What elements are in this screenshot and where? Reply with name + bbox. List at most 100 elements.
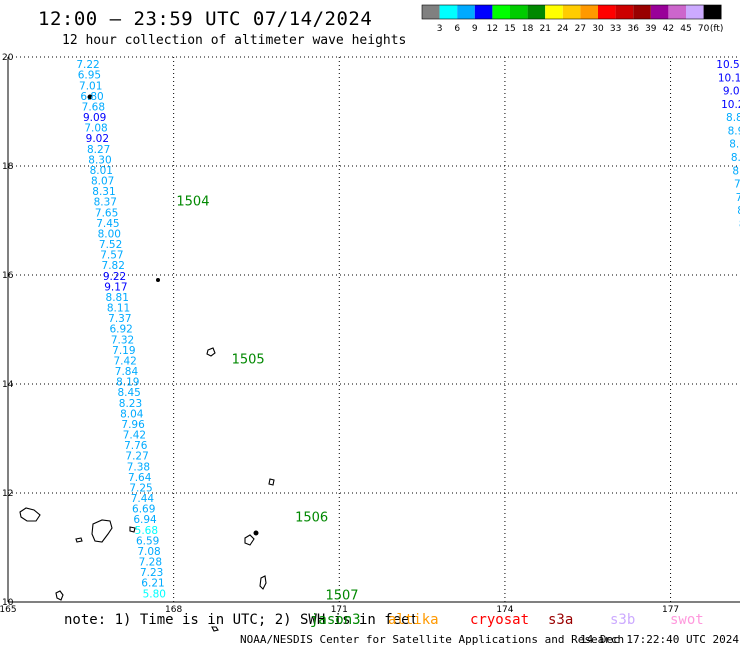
wave-height-label: 8.23 (119, 398, 142, 410)
wave-height-label: 8.07 (91, 176, 114, 188)
legend-unit: (ft) (710, 24, 724, 34)
wave-height-label: 9.02 (86, 133, 109, 145)
legend-swatch (650, 5, 669, 19)
wave-height-label: 8.06 (737, 205, 740, 217)
wave-height-label: 8.99 (728, 125, 740, 137)
legend-label: 45 (680, 24, 691, 34)
wave-height-label: 6.80 (80, 91, 103, 103)
chart-title: 12:00 — 23:59 UTC 07/14/2024 (38, 8, 373, 30)
wave-height-label: 8.81 (106, 292, 129, 304)
legend-label: 36 (627, 24, 639, 34)
island-outline (75, 537, 83, 543)
wave-height-label: 6.21 (141, 578, 164, 590)
wave-height-label: 10.14 (718, 72, 740, 84)
wave-height-label: 7.45 (96, 218, 119, 230)
legend-swatch (633, 5, 651, 19)
wave-height-label: 8.04 (120, 408, 144, 420)
wave-height-label: 7.25 (129, 482, 152, 494)
wave-height-label: 8.31 (92, 186, 115, 198)
wave-height-label: 7.23 (140, 567, 163, 579)
island-outline (268, 478, 275, 486)
sat-swot: swot (670, 612, 704, 628)
wave-height-label: 7.01 (79, 80, 102, 92)
wave-height-label: 8.06 (739, 218, 740, 230)
wave-height-label: 7.65 (95, 207, 118, 219)
wave-height-label: 6.92 (109, 324, 132, 336)
wave-height-label: 10.56 (716, 59, 740, 71)
legend-swatch (545, 5, 563, 19)
wave-height-label: 7.42 (113, 355, 136, 367)
legend-swatch (492, 5, 510, 19)
wave-height-label: 7.42 (123, 430, 146, 442)
x-tick-label: 168 (165, 605, 182, 615)
wave-height-label: 7.76 (124, 440, 148, 452)
wave-height-label: 7.08 (84, 123, 107, 135)
island-dot (87, 94, 93, 100)
legend-label: 30 (592, 24, 604, 34)
y-tick-label: 14 (2, 380, 14, 390)
note-text: note: 1) Time is in UTC; 2) SWH is in fe… (64, 612, 419, 628)
wave-height-label: 6.69 (132, 504, 155, 516)
sat-s3a: s3a (548, 612, 574, 628)
wave-height-label: 7.52 (99, 239, 122, 251)
island-outline (19, 507, 41, 522)
legend-swatch (615, 5, 634, 19)
legend-swatch (668, 5, 686, 19)
wave-height-label: 10.22 (721, 99, 740, 111)
legend-label: 18 (522, 24, 534, 34)
wave-height-label: 7.74 (736, 192, 740, 204)
wave-height-label: 7.82 (734, 179, 740, 191)
legend-label: 12 (487, 24, 498, 34)
wave-height-label: 8.27 (87, 144, 110, 156)
wave-height-label: 7.08 (137, 546, 160, 558)
legend-label: 3 (437, 24, 443, 34)
legend-label: 70 (698, 24, 710, 34)
pass-number-label: 1504 (176, 194, 209, 209)
wave-height-label: 6.59 (136, 535, 159, 547)
wave-height-label: 8.11 (107, 303, 130, 315)
wave-height-label: 8.37 (94, 197, 117, 209)
legend-label: 33 (610, 24, 621, 34)
pass-number-label: 1506 (295, 511, 328, 526)
wave-height-label: 8.30 (88, 154, 111, 166)
legend-swatch (580, 5, 598, 19)
wave-height-label: 8.92 (729, 139, 740, 151)
island-dot (156, 278, 160, 282)
island-outline (206, 347, 216, 357)
timestamp-text: 14 Dec 17:22:40 UTC 2024 (580, 633, 739, 646)
legend-swatch (439, 5, 458, 19)
island-outline (55, 590, 64, 601)
island-outline (91, 519, 113, 543)
wave-height-label: 7.68 (82, 101, 105, 113)
legend-swatch (598, 5, 616, 19)
wave-height-label: 6.94 (133, 514, 157, 526)
wave-height-label: 7.38 (127, 461, 150, 473)
legend-swatches: 3 6 9 12 15 18 21 24 27 30 33 36 39 42 45 70 (ft) (421, 4, 724, 34)
wave-height-label: 7.44 (131, 493, 155, 505)
y-tick-label: 18 (2, 162, 14, 172)
legend-swatch (474, 5, 493, 19)
wave-height-label: 9.22 (103, 271, 126, 283)
legend-swatch (527, 5, 546, 19)
legend-swatch (686, 5, 704, 19)
wave-height-label: 7.82 (102, 260, 125, 272)
sat-jason3: jason3 (310, 612, 361, 628)
legend-swatch (703, 5, 722, 19)
wave-height-label: 6.95 (78, 70, 101, 82)
legend-label: 9 (472, 24, 478, 34)
wave-height-label: 9.09 (83, 112, 106, 124)
wave-height-label: 8.84 (726, 112, 740, 124)
wave-height-label: 7.32 (111, 334, 134, 346)
x-tick-label: 171 (331, 605, 348, 615)
legend-label: 21 (539, 24, 550, 34)
wave-height-label: 7.57 (100, 250, 123, 262)
wave-height-label: 5.68 (135, 525, 158, 537)
wave-height-label: 8.11 (732, 165, 740, 177)
pass-number-label: 1507 (325, 588, 358, 603)
pass-number-label: 1505 (232, 352, 265, 367)
y-tick-label: 16 (2, 271, 14, 281)
wave-height-label: 8.45 (117, 387, 140, 399)
y-tick-label: 20 (2, 53, 14, 63)
wave-height-label: 5.80 (143, 588, 166, 600)
